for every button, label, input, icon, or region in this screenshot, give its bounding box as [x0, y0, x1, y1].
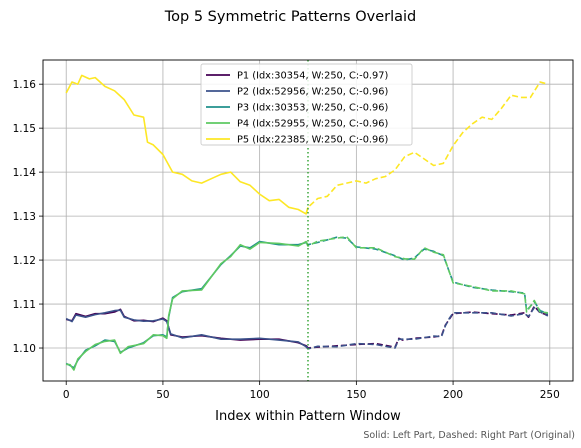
- series-line-p5-right: [305, 81, 549, 215]
- x-tick-label: 250: [540, 389, 560, 401]
- legend-box: [200, 63, 413, 146]
- y-tick-label: 1.16: [13, 79, 37, 91]
- legend-label: P2 (Idx:52956, W:250, C:-0.96): [237, 87, 388, 98]
- series-line-p1-right: [305, 305, 549, 349]
- y-tick-label: 1.13: [13, 211, 36, 223]
- series-line-p5-left: [65, 74, 309, 215]
- series-line-p2-left: [65, 309, 309, 350]
- series-line-p4-right: [305, 236, 548, 314]
- footnote: Solid: Left Part, Dashed: Right Part (Or…: [363, 430, 575, 441]
- series-lines: [65, 74, 549, 371]
- x-tick-label: 150: [346, 389, 366, 401]
- series-line-p2-right: [305, 306, 549, 350]
- legend-label: P3 (Idx:30353, W:250, C:-0.96): [237, 103, 388, 114]
- series-line-p3-left: [65, 240, 309, 369]
- y-tick-label: 1.15: [13, 123, 36, 135]
- x-tick-label: 100: [250, 389, 270, 401]
- y-tick-label: 1.11: [13, 299, 36, 311]
- x-tick-label: 200: [443, 389, 463, 401]
- x-tick-label: 50: [156, 389, 169, 401]
- plot-frame: [42, 59, 574, 382]
- axis-ticks: 0 50 100 150 200 250 1.10 1.11 1.12 1.13 1.14 1.15 1…: [13, 79, 560, 401]
- legend-label: P4 (Idx:52955, W:250, C:-0.96): [237, 119, 388, 130]
- legend: P1 (Idx:30354, W:250, C:-0.97) P2 (Idx:52…: [200, 63, 413, 146]
- legend-label: P5 (Idx:22385, W:250, C:-0.96): [237, 135, 388, 146]
- series-line-p4-left: [66, 240, 309, 371]
- chart-title: Top 5 Symmetric Patterns Overlaid: [164, 9, 416, 25]
- x-tick-label: 0: [63, 389, 70, 401]
- x-axis-label: Index within Pattern Window: [215, 409, 401, 424]
- y-tick-label: 1.14: [13, 167, 37, 179]
- y-tick-label: 1.10: [13, 343, 36, 355]
- y-tick-label: 1.12: [13, 255, 36, 267]
- legend-label: P1 (Idx:30354, W:250, C:-0.97): [237, 71, 388, 82]
